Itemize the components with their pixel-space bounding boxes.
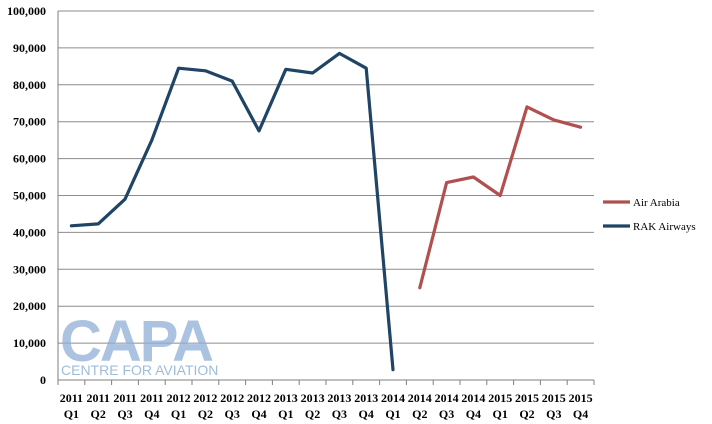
x-tick-year: 2014 — [435, 391, 459, 405]
gridlines — [58, 10, 594, 344]
x-tick-quarter: Q3 — [439, 407, 454, 421]
x-tick-year: 2012 — [193, 391, 217, 405]
x-tick-quarter: Q4 — [573, 407, 588, 421]
x-tick-year: 2015 — [569, 391, 593, 405]
watermark-tagline: CENTRE FOR AVIATION — [61, 362, 218, 378]
x-tick-year: 2011 — [60, 391, 83, 405]
legend-label: Air Arabia — [633, 197, 680, 209]
x-tick-quarter: Q3 — [546, 407, 561, 421]
x-tick-quarter: Q2 — [519, 407, 534, 421]
x-tick-year: 2011 — [113, 391, 136, 405]
x-tick-quarter: Q4 — [466, 407, 481, 421]
x-tick-year: 2013 — [327, 391, 351, 405]
x-tick-quarter: Q3 — [117, 407, 132, 421]
y-tick-label: 80,000 — [13, 78, 46, 92]
y-tick-label: 10,000 — [13, 336, 46, 350]
x-tick-quarter: Q1 — [64, 407, 79, 421]
legend: Air Arabia RAK Airways — [603, 197, 696, 233]
x-tick-quarter: Q1 — [493, 407, 508, 421]
capa-watermark: CAPA CENTRE FOR AVIATION — [60, 309, 218, 378]
x-tick-year: 2015 — [488, 391, 512, 405]
x-tick-quarter: Q1 — [385, 407, 400, 421]
y-tick-label: 20,000 — [13, 299, 46, 313]
x-tick-quarter: Q3 — [225, 407, 240, 421]
x-tick-year: 2011 — [140, 391, 163, 405]
x-tick-year: 2012 — [220, 391, 244, 405]
y-tick-label: 60,000 — [13, 152, 46, 166]
x-tick-quarter: Q4 — [251, 407, 266, 421]
x-tick-year: 2014 — [381, 391, 405, 405]
axes — [57, 11, 595, 385]
tick-labels: 0 10,000 20,000 30,000 40,000 50,000 60,000 70,… — [7, 4, 593, 421]
y-tick-label: 30,000 — [13, 262, 46, 276]
y-tick-label: 50,000 — [13, 189, 46, 203]
x-tick-year: 2012 — [247, 391, 271, 405]
y-tick-label: 100,000 — [7, 4, 46, 18]
legend-label: RAK Airways — [633, 221, 696, 233]
y-tick-label: 90,000 — [13, 41, 46, 55]
x-tick-quarter: Q2 — [305, 407, 320, 421]
y-tick-label: 70,000 — [13, 115, 46, 129]
x-tick-year: 2014 — [408, 391, 432, 405]
watermark-logo: CAPA — [60, 309, 213, 374]
x-tick-year: 2013 — [354, 391, 378, 405]
x-tick-year: 2011 — [87, 391, 110, 405]
series-line-rak-airways — [69, 51, 395, 372]
x-tick-year: 2012 — [167, 391, 191, 405]
x-tick-year: 2015 — [515, 391, 539, 405]
x-tick-quarter: Q1 — [171, 407, 186, 421]
x-tick-quarter: Q2 — [198, 407, 213, 421]
x-tick-quarter: Q2 — [412, 407, 427, 421]
series-line-air-arabia — [418, 105, 583, 290]
x-tick-quarter: Q1 — [278, 407, 293, 421]
x-tick-quarter: Q3 — [332, 407, 347, 421]
x-tick-quarter: Q4 — [144, 407, 159, 421]
y-tick-label: 0 — [40, 373, 46, 387]
x-tick-quarter: Q4 — [359, 407, 374, 421]
x-tick-year: 2014 — [461, 391, 485, 405]
x-tick-year: 2013 — [301, 391, 325, 405]
x-tick-year: 2015 — [542, 391, 566, 405]
series-lines — [69, 51, 583, 372]
y-tick-label: 40,000 — [13, 225, 46, 239]
x-tick-year: 2013 — [274, 391, 298, 405]
x-tick-quarter: Q2 — [91, 407, 106, 421]
